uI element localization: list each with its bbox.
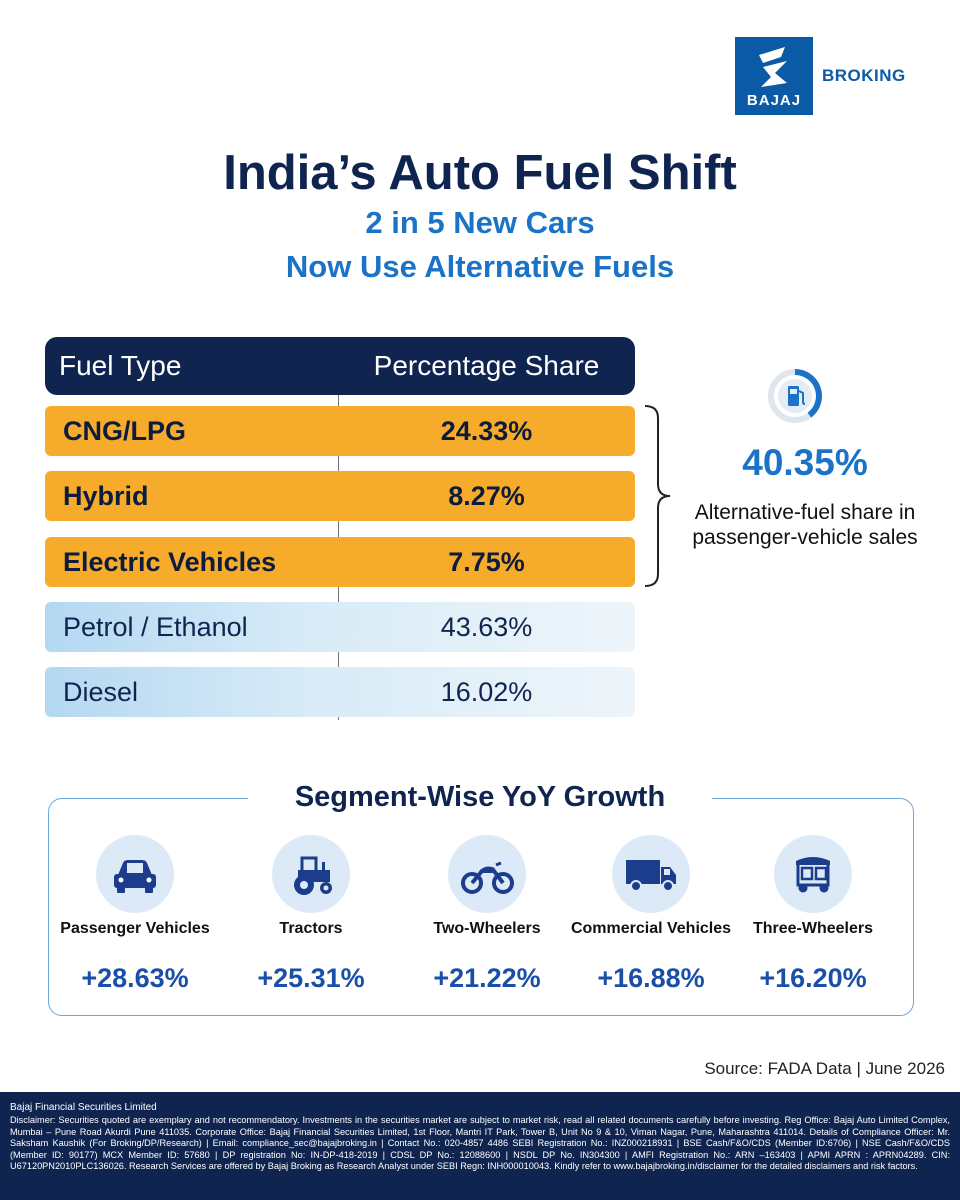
share-cell: 8.27% — [448, 481, 525, 511]
disclaimer-text: Disclaimer: Securities quoted are exempl… — [10, 1115, 950, 1172]
truck-icon — [612, 835, 690, 913]
fuel-pump-gauge-icon — [766, 367, 824, 425]
car-icon — [96, 835, 174, 913]
subtitle-line-1: 2 in 5 New Cars — [365, 205, 595, 240]
auto-rickshaw-icon — [774, 835, 852, 913]
bajaj-logo: BAJAJ — [735, 37, 813, 115]
motorcycle-icon — [448, 835, 526, 913]
segment-label: Commercial Vehicles — [570, 920, 732, 937]
fuel-type-cell: CNG/LPG — [63, 416, 187, 446]
tractor-icon — [272, 835, 350, 913]
page-title: India’s Auto Fuel Shift — [223, 146, 737, 200]
fuel-type-cell: Electric Vehicles — [63, 547, 277, 577]
logo-word: BAJAJ — [746, 92, 802, 109]
segment-label: Three-Wheelers — [752, 920, 874, 937]
segment-item: Two-Wheelers +21.22% — [402, 835, 572, 1005]
fuel-type-cell: Hybrid — [63, 481, 149, 511]
bajaj-b-icon — [759, 47, 787, 87]
segment-label: Tractors — [279, 920, 343, 937]
table-row: Electric Vehicles 7.75% — [45, 537, 635, 587]
brand-name: BROKING — [822, 66, 906, 85]
subtitle-line-2: Now Use Alternative Fuels — [285, 249, 675, 284]
grouping-brace-icon — [644, 405, 671, 587]
segment-item: Three-Wheelers +16.20% — [728, 835, 898, 1005]
disclaimer-footer: Bajaj Financial Securities Limited Discl… — [0, 1092, 960, 1200]
table-row: Petrol / Ethanol 43.63% — [45, 602, 635, 652]
segment-growth-value: +21.22% — [433, 963, 541, 993]
source-note: Source: FADA Data | June 2026 — [704, 1059, 945, 1078]
segment-growth-title: Segment-Wise YoY Growth — [248, 778, 712, 816]
column-header-fuel: Fuel Type — [59, 350, 182, 381]
alternative-fuel-caption: Alternative-fuel share in passenger-vehi… — [692, 501, 918, 550]
segment-growth-value: +16.88% — [597, 963, 705, 993]
column-header-share: Percentage Share — [373, 350, 600, 381]
table-header: Fuel Type Percentage Share — [45, 337, 635, 395]
share-cell: 7.75% — [448, 547, 525, 577]
share-cell: 43.63% — [440, 612, 533, 642]
segment-growth-value: +16.20% — [759, 963, 867, 993]
segment-label: Two-Wheelers — [433, 920, 541, 937]
table-row: CNG/LPG 24.33% — [45, 406, 635, 456]
segment-growth-value: +28.63% — [81, 963, 189, 993]
fuel-type-cell: Diesel — [63, 677, 139, 707]
share-cell: 16.02% — [440, 677, 533, 707]
share-cell: 24.33% — [440, 416, 533, 446]
segment-label: Passenger Vehicles — [60, 920, 210, 937]
segment-item: Passenger Vehicles +28.63% — [50, 835, 220, 1005]
fuel-type-cell: Petrol / Ethanol — [63, 612, 248, 642]
table-row: Diesel 16.02% — [45, 667, 635, 717]
table-row: Hybrid 8.27% — [45, 471, 635, 521]
segment-item: Commercial Vehicles +16.88% — [566, 835, 736, 1005]
segment-item: Tractors +25.31% — [226, 835, 396, 1005]
alternative-fuel-share-value: 40.35% — [742, 442, 868, 483]
footer-heading: Bajaj Financial Securities Limited — [10, 1102, 157, 1113]
segment-growth-value: +25.31% — [257, 963, 365, 993]
